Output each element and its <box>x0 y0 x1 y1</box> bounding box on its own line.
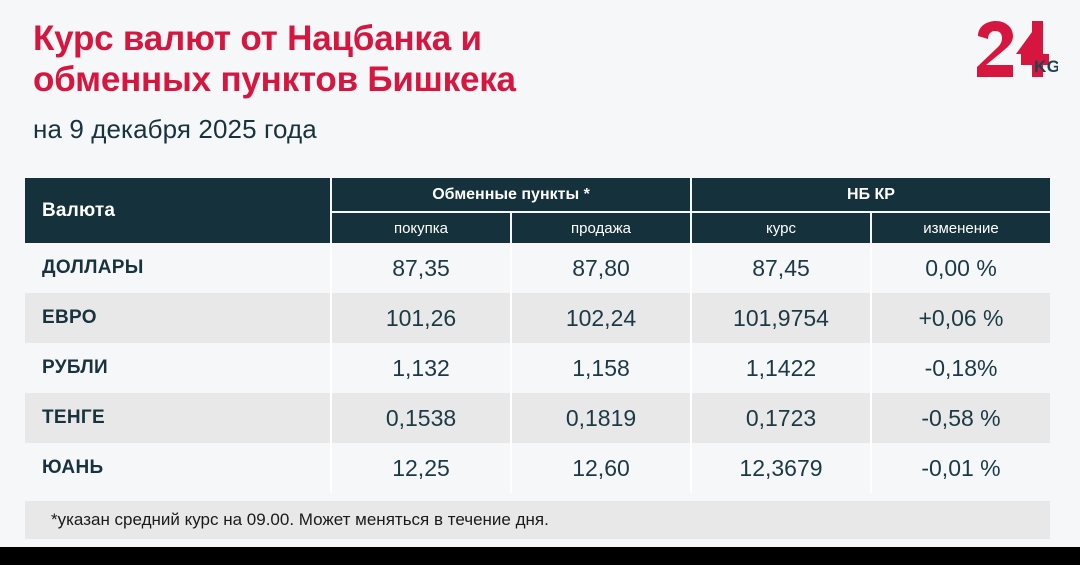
cell-currency: ЮАНЬ <box>42 457 104 478</box>
cell-sell: 12,60 <box>510 443 690 493</box>
cell-sell: 0,1819 <box>510 393 690 443</box>
table-body: ДОЛЛАРЫ 87,35 87,80 87,45 0,00 % ЕВРО 10… <box>25 243 1050 493</box>
cell-sell: 87,80 <box>510 243 690 293</box>
cell-buy: 1,132 <box>330 343 510 393</box>
table-header-cell-currency: Валюта <box>25 178 330 243</box>
cell-currency: РУБЛИ <box>42 357 108 378</box>
page-title-line-1: Курс валют от Нацбанка и <box>33 19 482 58</box>
table-subheader-rate: курс <box>690 211 870 243</box>
bottom-bar <box>0 547 1080 565</box>
cell-change: +0,06 % <box>870 293 1050 343</box>
cell-sell: 1,158 <box>510 343 690 393</box>
cell-rate: 0,1723 <box>690 393 870 443</box>
cell-buy: 0,1538 <box>330 393 510 443</box>
cell-sell: 102,24 <box>510 293 690 343</box>
table-row: ТЕНГЕ 0,1538 0,1819 0,1723 -0,58 % <box>25 393 1050 443</box>
cell-currency: ЕВРО <box>42 307 97 328</box>
cell-currency: ТЕНГЕ <box>42 407 105 428</box>
cell-buy: 87,35 <box>330 243 510 293</box>
table-subheader-sell: продажа <box>510 211 690 243</box>
table-row: ДОЛЛАРЫ 87,35 87,80 87,45 0,00 % <box>25 243 1050 293</box>
cell-buy: 101,26 <box>330 293 510 343</box>
table-row: РУБЛИ 1,132 1,158 1,1422 -0,18% <box>25 343 1050 393</box>
cell-currency: ДОЛЛАРЫ <box>42 257 144 278</box>
cell-change: 0,00 % <box>870 243 1050 293</box>
cell-rate: 87,45 <box>690 243 870 293</box>
logo-icon: KG <box>977 21 1058 77</box>
table-subheader-buy: покупка <box>330 211 510 243</box>
page-title-line-2: обменных пунктов Бишкека <box>33 60 516 100</box>
brand-logo-24kg: KG <box>972 20 1058 80</box>
table-header-currency-label: Валюта <box>42 199 116 221</box>
page-subtitle: на 9 декабря 2025 года <box>33 114 317 144</box>
cell-change: -0,01 % <box>870 443 1050 493</box>
cell-rate: 1,1422 <box>690 343 870 393</box>
table-header: Валюта Обменные пункты * НБ КР покупка п… <box>25 178 1050 243</box>
table-row: ЕВРО 101,26 102,24 101,9754 +0,06 % <box>25 293 1050 343</box>
table-header-group-exchange: Обменные пункты * <box>330 178 690 211</box>
cell-rate: 12,3679 <box>690 443 870 493</box>
table-subheader-change: изменение <box>870 211 1050 243</box>
cell-rate: 101,9754 <box>690 293 870 343</box>
page-header: Курс валют от Нацбанка и обменных пункто… <box>0 0 1080 170</box>
cell-buy: 12,25 <box>330 443 510 493</box>
table-footnote: *указан средний курс на 09.00. Может мен… <box>25 501 1050 539</box>
table-row: ЮАНЬ 12,25 12,60 12,3679 -0,01 % <box>25 443 1050 493</box>
cell-change: -0,18% <box>870 343 1050 393</box>
svg-text:KG: KG <box>1034 57 1058 76</box>
page-title: Курс валют от Нацбанка и обменных пункто… <box>33 18 833 101</box>
table-header-row-subheaders: покупка продажа курс изменение <box>25 211 1050 243</box>
exchange-rates-table: Валюта Обменные пункты * НБ КР покупка п… <box>25 178 1050 539</box>
table-header-group-nbkr: НБ КР <box>690 178 1050 211</box>
cell-change: -0,58 % <box>870 393 1050 443</box>
